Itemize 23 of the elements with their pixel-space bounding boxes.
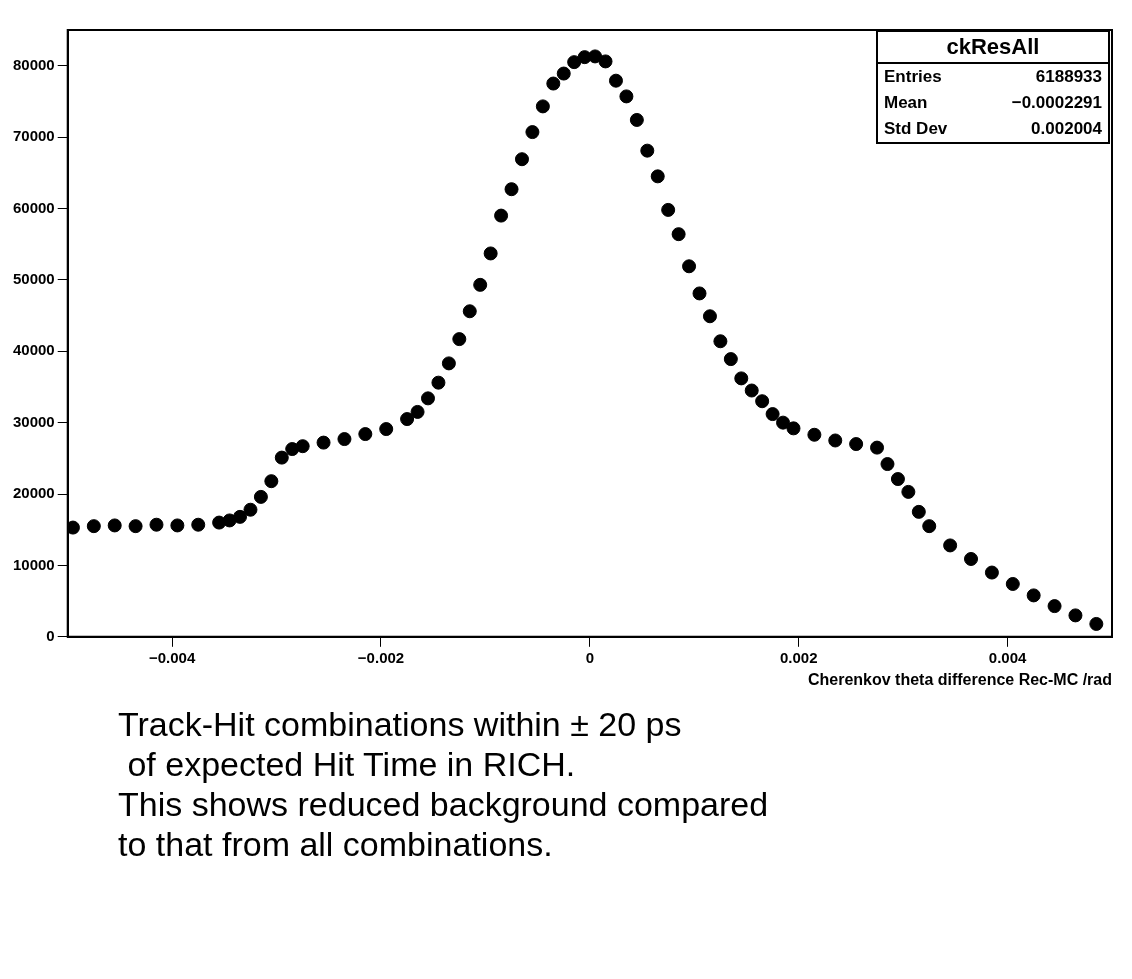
y-tick-label: 0 [46, 626, 55, 644]
text: Mean −0.0002291 [884, 93, 1102, 112]
y-tick-label: 80000 [12, 55, 55, 73]
text: Std Dev 0.002004 [884, 119, 1102, 138]
text: to that from all combinations. [118, 824, 554, 864]
y-tick-label: 70000 [12, 127, 55, 145]
y-tick-label: 40000 [12, 341, 55, 359]
text: This shows reduced background compared [118, 784, 770, 824]
text: of expected Hit Time in RICH. [126, 744, 577, 784]
y-tick-label: 20000 [12, 484, 55, 502]
text: Track-Hit combinations within ± 20 ps [118, 704, 683, 744]
x-tick-label: −0.004 [148, 648, 196, 666]
y-tick-label: 30000 [12, 412, 55, 430]
x-tick-label: 0.002 [779, 648, 818, 666]
chart-title: ckResAll [878, 32, 1108, 64]
text: Entries 6188933 [884, 67, 1102, 86]
x-tick-label: 0.004 [988, 648, 1027, 666]
y-tick-label: 50000 [12, 270, 55, 287]
x-axis-title: Cherenkov theta difference Rec-MC /rad [807, 670, 1112, 688]
x-tick-label: 0 [585, 648, 595, 666]
y-tick-label: 60000 [12, 198, 55, 216]
x-tick-label: −0.002 [357, 648, 405, 666]
y-tick-label: 10000 [12, 555, 55, 573]
